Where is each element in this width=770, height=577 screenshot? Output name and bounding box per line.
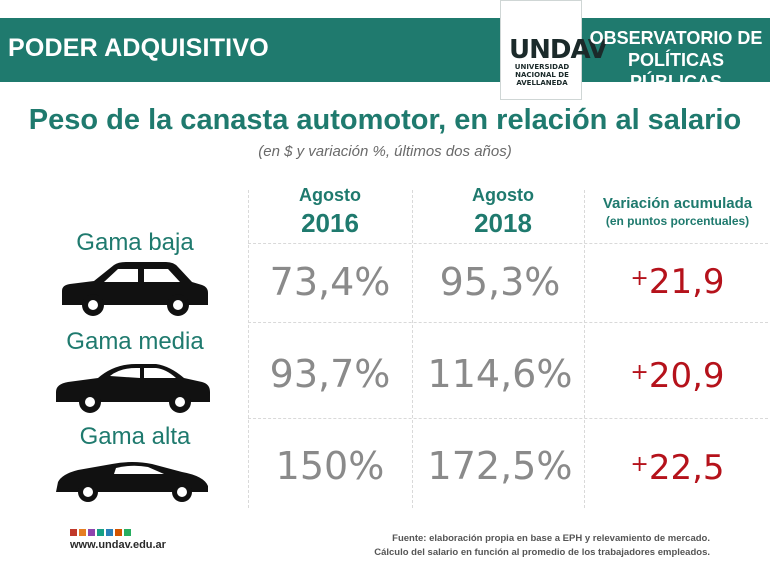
row-label-gama-baja: Gama baja [76,229,194,256]
page-title: Peso de la canasta automotor, en relació… [28,104,742,136]
grid-divider [248,322,768,323]
value-2016-gama-media: 93,7% [269,352,391,396]
value-2016-gama-alta: 150% [275,444,385,488]
sports-car-icon [56,462,208,502]
logo-subtext: UNIVERSIDAD NACIONAL DE AVELLANEDA [514,63,570,87]
footer-source: Fuente: elaboración propia en base a EPH… [374,533,710,558]
grid-divider [248,418,768,419]
grid-divider [248,243,768,244]
variation-gama-baja: +21,9 [630,262,725,302]
column-header-2016: Agosto 2016 [299,185,361,238]
color-dot [70,529,77,536]
logo-mark: UNDAV [509,35,608,65]
header: PODER ADQUISITIVO UNDAV UNIVERSIDAD NACI… [0,0,770,100]
column-header-2018: Agosto 2018 [472,185,534,238]
page-subtitle: (en $ y variación %, últimos dos años) [258,143,512,160]
color-dot [124,529,131,536]
plus-sign: + [630,452,649,477]
grid-divider [412,190,413,508]
value-2018-gama-alta: 172,5% [427,444,573,488]
row-label-gama-alta: Gama alta [79,423,191,450]
grid-divider [248,190,249,508]
color-dot [79,529,86,536]
color-dot [88,529,95,536]
color-dot [115,529,122,536]
brand-color-dots [70,529,131,536]
variation-gama-alta: +22,5 [630,448,725,488]
observatory-title: OBSERVATORIO DE POLÍTICAS PÚBLICAS [589,28,763,92]
variation-gama-media: +20,9 [630,356,725,396]
value-2016-gama-baja: 73,4% [269,260,391,304]
value-2018-gama-media: 114,6% [427,352,573,396]
plus-sign: + [630,360,649,385]
color-dot [106,529,113,536]
header-band [0,18,770,82]
undav-logo: UNDAV UNIVERSIDAD NACIONAL DE AVELLANEDA [500,0,608,100]
value-2018-gama-baja: 95,3% [439,260,561,304]
midsize-car-icon [56,364,210,413]
row-label-gama-media: Gama media [66,328,204,355]
sedan-car-icon [62,262,208,316]
grid-divider [584,190,585,508]
section-title: PODER ADQUISITIVO [8,34,269,62]
plus-sign: + [630,266,649,291]
color-dot [97,529,104,536]
footer-url[interactable]: www.undav.edu.ar [70,539,166,551]
column-header-variation: Variación acumulada (en puntos porcentua… [602,195,753,228]
